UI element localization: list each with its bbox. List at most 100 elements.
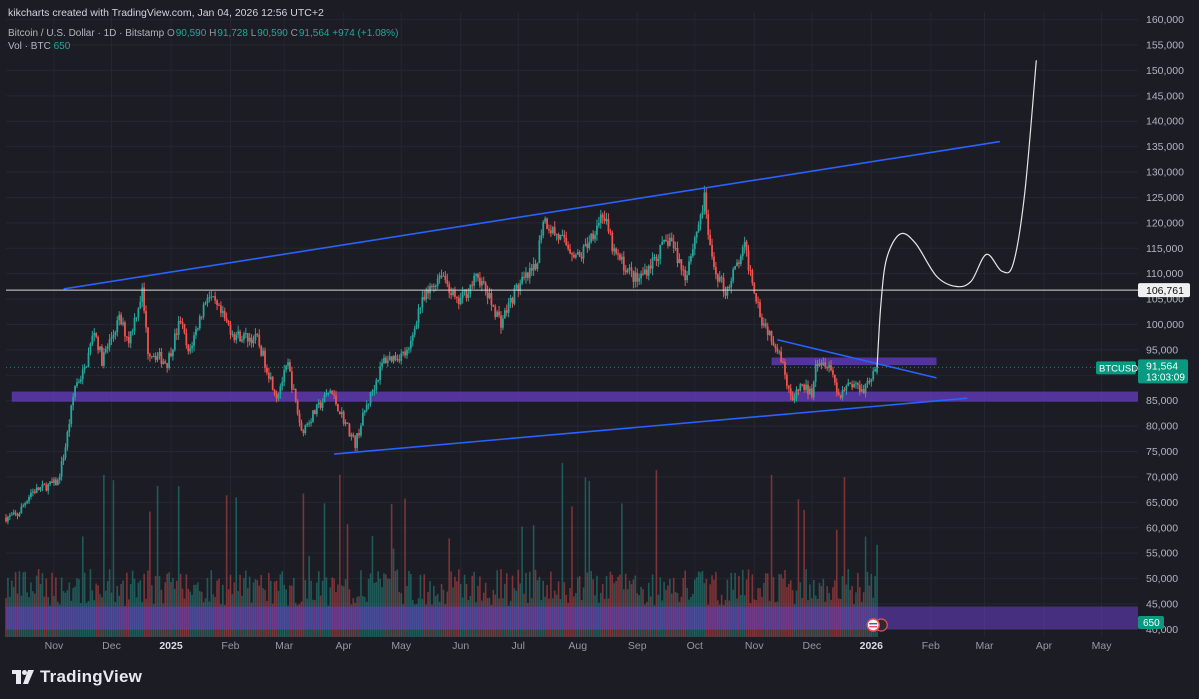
candle-body-175	[340, 411, 343, 415]
candle-body-452	[872, 371, 875, 380]
candle-body-97	[191, 345, 194, 349]
y-tick-label-4: 60,000	[1146, 522, 1178, 534]
candle-body-445	[858, 384, 861, 392]
candle-body-136	[266, 367, 268, 373]
candle-body-94	[185, 333, 188, 346]
candle-body-170	[331, 390, 334, 395]
event-flag-icon	[866, 618, 880, 632]
volume-bar-19	[41, 573, 44, 637]
candle-body-163	[317, 402, 320, 405]
candle-body-405	[782, 361, 784, 363]
candle-body-432	[833, 374, 836, 383]
candle-body-454	[876, 367, 878, 373]
candle-body-391	[755, 293, 758, 302]
candle-body-332	[642, 273, 644, 275]
candle-body-359	[693, 237, 696, 250]
candle-body-249	[482, 281, 485, 283]
candle-body-443	[855, 383, 857, 385]
candle-body-298	[576, 252, 579, 255]
candle-body-326	[630, 267, 633, 272]
candle-body-65	[129, 331, 132, 344]
y-axis[interactable]: 40,00045,00050,00055,00060,00065,00070,0…	[1146, 14, 1184, 636]
candle-body-368	[711, 244, 713, 257]
volume-bar-239	[463, 574, 466, 637]
candle-body-224	[434, 285, 437, 287]
candle-body-388	[749, 270, 752, 272]
candle-body-407	[785, 374, 788, 386]
brand-name: TradingView	[40, 667, 143, 686]
candle-body-52	[104, 349, 107, 353]
candle-body-32	[66, 431, 69, 448]
candle-body-82	[162, 361, 165, 364]
volume-bar-303	[586, 572, 589, 637]
volume-legend[interactable]: Vol · BTC 650	[8, 41, 70, 52]
candle-body-230	[446, 280, 449, 285]
candle-body-92	[181, 322, 184, 324]
volume-bar-51	[103, 474, 105, 637]
candle-body-272	[526, 272, 529, 278]
candle-body-431	[832, 370, 834, 375]
candle-body-422	[814, 364, 817, 382]
candle-body-288	[557, 234, 560, 240]
descending-resistance	[777, 338, 937, 379]
candle-body-210	[408, 348, 410, 350]
candle-body-291	[563, 234, 566, 238]
level-price-tag-0	[1138, 283, 1190, 298]
candle-body-38	[78, 381, 80, 383]
candle-body-20	[43, 484, 46, 486]
volume-bar-190	[369, 573, 372, 637]
candle-body-68	[135, 317, 138, 319]
candle-body-75	[148, 354, 151, 357]
candle-body-109	[214, 296, 217, 301]
candle-body-199	[386, 360, 389, 363]
volume-bar-166	[323, 503, 326, 637]
volume-bar-163	[317, 571, 320, 637]
y-tick-label-11: 95,000	[1146, 344, 1178, 356]
candle-body-153	[298, 413, 301, 423]
volume-bar-290	[561, 462, 564, 637]
candle-body-204	[396, 359, 399, 361]
candle-body-397	[766, 326, 769, 335]
y-tick-label-22: 150,000	[1146, 65, 1184, 77]
symbol-legend[interactable]: Bitcoin / U.S. Dollar · 1D · Bitstamp O9…	[8, 28, 398, 39]
candle-body-9	[22, 505, 25, 507]
candle-body-95	[187, 345, 190, 352]
candle-body-118	[231, 334, 234, 336]
candle-body-154	[300, 422, 303, 431]
candle-body-103	[202, 304, 205, 317]
candle-body-399	[770, 331, 773, 342]
volume-bar-40	[81, 536, 84, 637]
candle-body-56	[112, 334, 115, 338]
volume-bar-437	[843, 477, 846, 637]
candle-body-66	[131, 330, 134, 332]
volume-bar-94	[185, 574, 188, 637]
candle-body-413	[797, 389, 800, 391]
tradingview-brand[interactable]: TradingView	[12, 667, 142, 687]
volume-bar-44	[89, 569, 92, 637]
candle-body-428	[826, 367, 829, 369]
candle-body-451	[870, 379, 873, 382]
volume-bar-451	[870, 573, 873, 637]
candle-body-235	[455, 296, 458, 298]
candle-body-226	[438, 275, 441, 279]
volume-bar-197	[383, 573, 385, 637]
candle-body-159	[310, 421, 312, 424]
x-axis[interactable]: Nov Dec 2025 Feb Mar Apr May Jun Jul Aug Sep Oct Nov…	[45, 640, 1113, 652]
volume-bar-305	[590, 571, 592, 637]
candle-body-88	[173, 333, 176, 350]
candle-body-182	[354, 436, 357, 448]
candle-body-119	[233, 334, 236, 340]
candle-body-380	[734, 266, 736, 270]
volume-bar-85	[168, 572, 170, 637]
volume-bar-276	[534, 569, 537, 637]
volume-bar-66	[131, 570, 134, 637]
candle-body-363	[701, 211, 704, 215]
y-tick-label-3: 55,000	[1146, 548, 1178, 560]
ohlc-low: L90,590	[250, 28, 288, 39]
candle-body-328	[634, 272, 637, 282]
volume-bar-361	[697, 571, 700, 637]
candle-body-74	[147, 327, 149, 355]
volume-bar-232	[450, 571, 452, 637]
candle-body-33	[68, 423, 71, 432]
